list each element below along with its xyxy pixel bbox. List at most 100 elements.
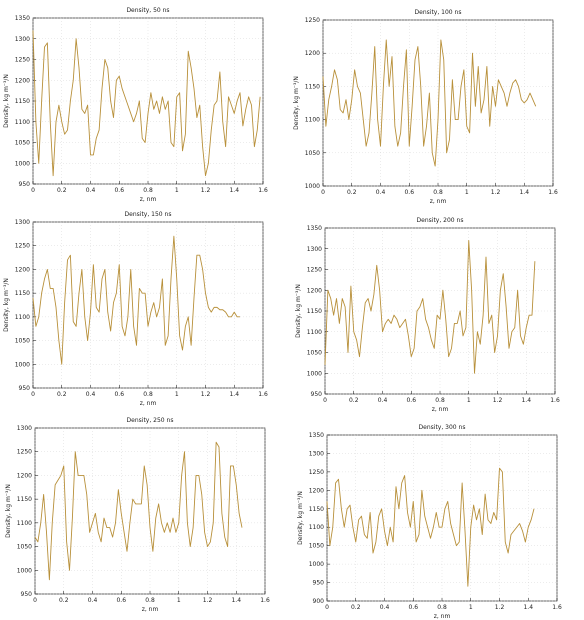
chart-title: Density, 250 ns <box>127 417 174 424</box>
y-tick-label: 1300 <box>15 219 30 226</box>
chart-title: Density, 300 ns <box>419 424 466 431</box>
y-axis-label: Density, kg m⁻³/N <box>295 284 302 338</box>
y-tick-label: 1150 <box>15 290 30 297</box>
y-tick-label: 1050 <box>15 140 30 147</box>
x-tick-label: 1 <box>467 397 471 404</box>
x-tick-label: 0.6 <box>114 187 124 194</box>
chart-title: Density, 200 ns <box>417 217 464 224</box>
chart-panel-6: 0 0.2 0.4 0.6 0.8 1 1.2 1.4 1.6 900 950 1000 1050 110… <box>297 424 562 620</box>
density-series-line <box>322 39 537 167</box>
y-tick-label: 1200 <box>15 77 30 84</box>
density-series-line <box>326 467 535 587</box>
y-tick-label: 1100 <box>309 524 324 531</box>
y-axis-label: Density, kg m⁻³/N <box>3 278 10 332</box>
x-tick-label: 0.4 <box>86 187 96 194</box>
y-tick-label: 1300 <box>17 425 32 432</box>
x-tick-label: 1.4 <box>519 189 529 196</box>
y-tick-label: 1000 <box>15 361 30 368</box>
y-tick-label: 1100 <box>15 119 30 126</box>
x-tick-label: 1.6 <box>552 604 562 611</box>
x-axis-label: z, nm <box>432 406 449 413</box>
x-tick-label: 1.4 <box>523 604 533 611</box>
x-axis-label: z, nm <box>140 400 157 407</box>
y-tick-label: 1100 <box>17 520 32 527</box>
y-tick-label: 1100 <box>15 314 30 321</box>
x-tick-label: 0.8 <box>437 604 447 611</box>
chart-panel-2: 0 0.2 0.4 0.6 0.8 1 1.2 1.4 1.6 1000 1050 1100 1150 1… <box>293 9 558 205</box>
y-tick-label: 950 <box>311 391 323 398</box>
y-axis-label: Density, kg m⁻³/N <box>297 491 304 545</box>
x-tick-label: 0.6 <box>404 189 414 196</box>
density-series-line <box>34 441 243 581</box>
x-axis-label: z, nm <box>140 196 157 203</box>
y-tick-label: 1300 <box>15 36 30 43</box>
density-series-line <box>32 30 261 177</box>
x-tick-label: 0 <box>321 189 325 196</box>
x-tick-label: 1.2 <box>201 391 211 398</box>
y-tick-label: 1250 <box>307 267 322 274</box>
y-tick-label: 1200 <box>307 287 322 294</box>
x-tick-label: 0 <box>33 597 37 604</box>
y-axis-label: Density, kg m⁻³/N <box>293 76 300 130</box>
chart-title: Density, 100 ns <box>415 9 462 16</box>
x-axis-label: z, nm <box>434 613 451 620</box>
y-tick-label: 1100 <box>307 329 322 336</box>
y-tick-label: 1300 <box>309 450 324 457</box>
chart-title: Density, 50 ns <box>126 7 169 14</box>
y-tick-label: 1050 <box>15 338 30 345</box>
y-tick-label: 1050 <box>305 150 320 157</box>
x-tick-label: 1.2 <box>203 597 213 604</box>
y-tick-label: 900 <box>313 598 325 605</box>
x-tick-label: 0.6 <box>116 597 126 604</box>
x-tick-label: 0 <box>323 397 327 404</box>
density-series-line <box>324 239 536 374</box>
y-tick-label: 1200 <box>17 472 32 479</box>
x-tick-label: 0.6 <box>114 391 124 398</box>
x-tick-label: 0.2 <box>347 189 357 196</box>
y-tick-label: 1150 <box>309 506 324 513</box>
x-tick-label: 1.2 <box>491 189 501 196</box>
y-tick-label: 1250 <box>305 17 320 24</box>
x-tick-label: 0.6 <box>408 604 418 611</box>
x-axis-label: z, nm <box>142 606 159 613</box>
x-tick-label: 0.2 <box>57 187 67 194</box>
y-tick-label: 1200 <box>309 487 324 494</box>
x-tick-label: 0.2 <box>59 597 69 604</box>
y-tick-label: 1150 <box>307 308 322 315</box>
x-tick-label: 0.8 <box>143 391 153 398</box>
x-tick-label: 1.6 <box>548 189 558 196</box>
x-tick-label: 1 <box>175 391 179 398</box>
y-tick-label: 950 <box>19 385 31 392</box>
x-tick-label: 0.4 <box>378 397 388 404</box>
y-tick-label: 1250 <box>17 449 32 456</box>
x-tick-label: 0.8 <box>145 597 155 604</box>
y-tick-label: 1000 <box>17 567 32 574</box>
y-tick-label: 1000 <box>307 370 322 377</box>
y-tick-label: 1200 <box>305 50 320 57</box>
y-tick-label: 1350 <box>307 225 322 232</box>
y-tick-label: 1150 <box>305 83 320 90</box>
chart-panel-5: 0 0.2 0.4 0.6 0.8 1 1.2 1.4 1.6 950 1000 1050 1100 11… <box>5 417 270 613</box>
y-axis-label: Density, kg m⁻³/N <box>3 74 10 128</box>
y-tick-label: 950 <box>21 591 33 598</box>
x-tick-label: 1.4 <box>521 397 531 404</box>
x-axis-label: z, nm <box>430 198 447 205</box>
x-tick-label: 0.8 <box>435 397 445 404</box>
x-tick-label: 1.2 <box>201 187 211 194</box>
y-tick-label: 1000 <box>305 183 320 190</box>
y-tick-label: 1050 <box>17 544 32 551</box>
y-tick-label: 950 <box>19 181 31 188</box>
y-tick-label: 1250 <box>309 469 324 476</box>
y-tick-label: 1050 <box>307 350 322 357</box>
x-tick-label: 1.6 <box>260 597 270 604</box>
x-tick-label: 1.4 <box>231 597 241 604</box>
x-tick-label: 0.8 <box>433 189 443 196</box>
x-tick-label: 1.6 <box>550 397 560 404</box>
x-tick-label: 1 <box>465 189 469 196</box>
x-tick-label: 0.4 <box>88 597 98 604</box>
x-tick-label: 0 <box>31 391 35 398</box>
x-tick-label: 1 <box>177 597 181 604</box>
y-tick-label: 1150 <box>15 98 30 105</box>
x-tick-label: 1 <box>469 604 473 611</box>
